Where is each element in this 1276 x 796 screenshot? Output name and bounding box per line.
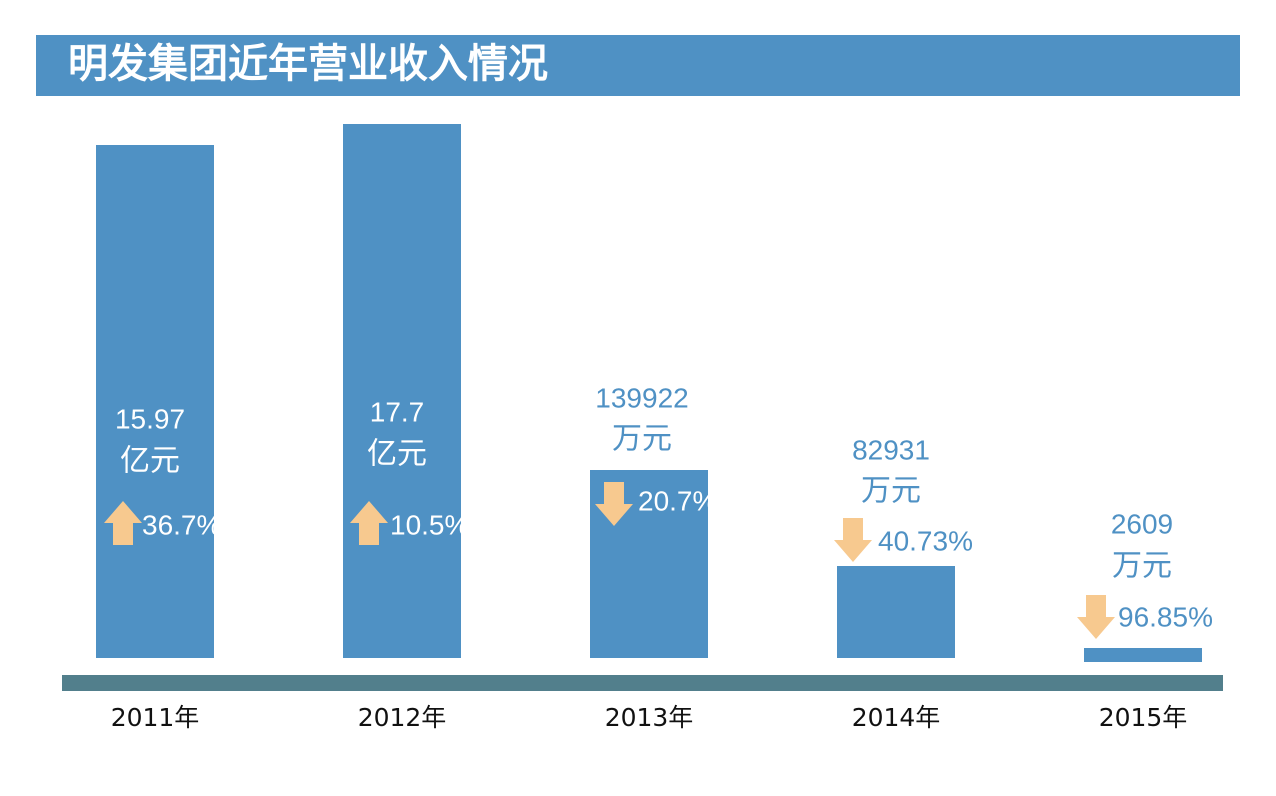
bar <box>1084 648 1202 662</box>
unit: 万元 <box>1112 549 1172 584</box>
baseline <box>62 675 1223 691</box>
year-label: 2013年 <box>605 703 694 732</box>
change: 36.7% <box>142 509 221 540</box>
bar <box>96 145 214 658</box>
change: 96.85% <box>1118 601 1213 632</box>
year-label: 2011年 <box>111 703 200 732</box>
year-label: 2012年 <box>358 703 447 732</box>
year-label: 2015年 <box>1099 703 1188 732</box>
unit: 万元 <box>861 474 921 509</box>
down-arrow <box>834 518 872 562</box>
amount: 2609 <box>1111 508 1173 539</box>
year-label: 2014年 <box>852 703 941 732</box>
change: 40.73% <box>878 525 973 556</box>
amount: 139922 <box>595 382 688 413</box>
down-arrow <box>595 482 633 526</box>
change: 10.5% <box>390 509 469 540</box>
amount: 17.7 <box>370 396 425 427</box>
unit: 万元 <box>612 422 672 457</box>
amount: 15.97 <box>115 403 185 434</box>
down-arrow <box>1077 595 1115 639</box>
unit: 亿元 <box>120 444 180 479</box>
title: 明发集团近年营业收入情况 <box>68 41 548 87</box>
bar <box>837 566 955 658</box>
up-arrow <box>350 501 388 545</box>
up-arrow <box>104 501 142 545</box>
bar <box>343 124 461 658</box>
header-bar <box>36 35 1240 96</box>
change: 20.7% <box>638 485 717 516</box>
amount: 82931 <box>852 434 930 465</box>
unit: 亿元 <box>367 437 427 472</box>
